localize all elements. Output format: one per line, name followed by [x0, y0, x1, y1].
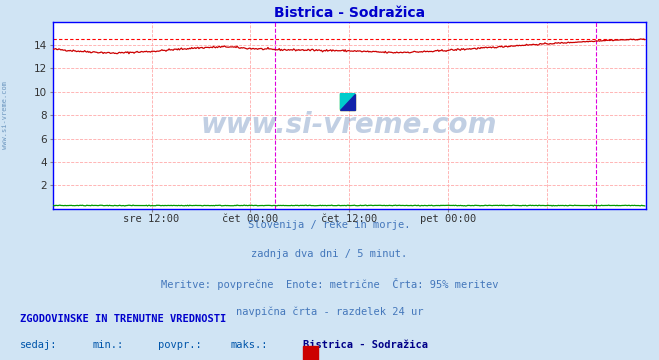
Text: Bistrica - Sodražica: Bistrica - Sodražica: [303, 340, 428, 350]
Text: maks.:: maks.:: [231, 340, 268, 350]
Text: min.:: min.:: [92, 340, 123, 350]
Text: www.si-vreme.com: www.si-vreme.com: [2, 81, 9, 149]
Polygon shape: [340, 94, 355, 109]
Text: Slovenija / reke in morje.: Slovenija / reke in morje.: [248, 220, 411, 230]
Bar: [303, 346, 318, 360]
Text: zadnja dva dni / 5 minut.: zadnja dva dni / 5 minut.: [251, 249, 408, 259]
Text: sedaj:: sedaj:: [20, 340, 57, 350]
Text: ZGODOVINSKE IN TRENUTNE VREDNOSTI: ZGODOVINSKE IN TRENUTNE VREDNOSTI: [20, 314, 226, 324]
Text: povpr.:: povpr.:: [158, 340, 202, 350]
Text: www.si-vreme.com: www.si-vreme.com: [201, 111, 498, 139]
Title: Bistrica - Sodražica: Bistrica - Sodražica: [273, 6, 425, 21]
Text: navpična črta - razdelek 24 ur: navpična črta - razdelek 24 ur: [236, 307, 423, 317]
Polygon shape: [340, 94, 355, 109]
Bar: [340, 94, 355, 109]
Text: Meritve: povprečne  Enote: metrične  Črta: 95% meritev: Meritve: povprečne Enote: metrične Črta:…: [161, 278, 498, 290]
